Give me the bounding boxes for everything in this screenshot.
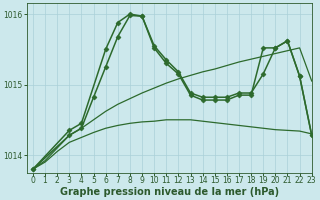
X-axis label: Graphe pression niveau de la mer (hPa): Graphe pression niveau de la mer (hPa) bbox=[60, 187, 279, 197]
